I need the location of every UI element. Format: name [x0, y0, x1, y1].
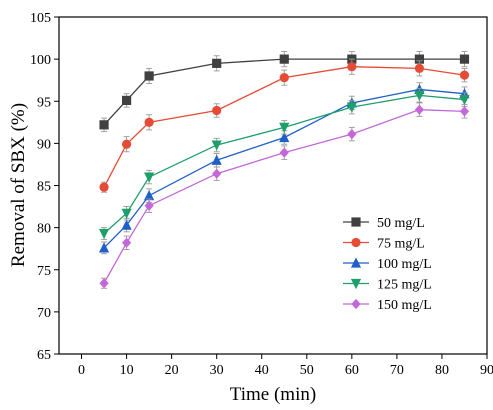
legend-item: 100 mg/L — [343, 257, 432, 272]
y-tick-label: 65 — [37, 348, 51, 363]
legend-label: 75 mg/L — [377, 237, 425, 252]
y-tick-label: 105 — [30, 11, 51, 26]
data-point — [144, 117, 154, 127]
legend-item: 50 mg/L — [343, 216, 425, 231]
data-point — [212, 105, 222, 116]
legend-label: 150 mg/L — [377, 298, 432, 313]
x-tick-label: 90 — [480, 363, 493, 378]
data-point — [346, 102, 357, 113]
legend-marker — [350, 278, 362, 290]
legend-marker — [350, 257, 362, 268]
legend-label: 50 mg/L — [377, 216, 425, 231]
data-point — [144, 71, 154, 81]
data-point — [459, 106, 470, 117]
legend-item: 150 mg/L — [343, 298, 432, 313]
data-point — [459, 70, 470, 80]
data-point — [414, 104, 425, 115]
x-tick-label: 10 — [120, 363, 134, 378]
data-point — [347, 129, 357, 140]
y-tick-label: 80 — [37, 222, 51, 237]
data-point — [99, 278, 109, 289]
data-point — [211, 140, 222, 151]
y-tick-label: 70 — [37, 306, 51, 321]
axes: 0 10 20 30 40 50 60 70 80 90 65 70 75 80 85 90 95 100 105 — [30, 11, 493, 378]
data-point — [121, 208, 132, 219]
legend-marker — [351, 237, 361, 248]
series-75-mg-l — [99, 58, 470, 193]
legend-item: 125 mg/L — [343, 278, 432, 293]
series-line — [103, 94, 465, 235]
data-point — [98, 242, 110, 253]
x-tick-label: 60 — [345, 363, 359, 378]
series-50-mg-l — [99, 51, 470, 133]
data-point — [144, 190, 155, 201]
data-point — [414, 54, 425, 64]
x-tick-label: 0 — [78, 363, 85, 378]
x-tick-label: 50 — [300, 363, 314, 378]
legend-marker — [351, 217, 361, 227]
series-125-mg-l — [98, 88, 470, 240]
y-tick-label: 95 — [37, 95, 51, 110]
series-150-mg-l — [99, 102, 470, 289]
x-tick-label: 70 — [390, 363, 404, 378]
legend: 50 mg/L 75 mg/L 100 mg/L 125 mg/L 150 mg/L — [343, 216, 432, 313]
legend-label: 100 mg/L — [377, 257, 432, 272]
data-point — [414, 90, 425, 101]
data-point — [121, 237, 132, 248]
data-point — [144, 172, 155, 183]
data-point — [99, 120, 109, 130]
data-point — [211, 154, 222, 165]
x-tick-label: 80 — [435, 363, 449, 378]
data-point — [279, 54, 289, 64]
legend-label: 125 mg/L — [377, 278, 432, 293]
data-point — [279, 131, 290, 143]
y-axis-title: Removal of SBX (%) — [8, 103, 29, 267]
x-tick-label: 20 — [165, 363, 179, 378]
x-axis-title: Time (min) — [230, 384, 316, 405]
y-tick-label: 90 — [37, 137, 51, 152]
data-point — [279, 147, 289, 158]
data-point — [347, 62, 357, 72]
data-point — [212, 168, 222, 179]
data-point — [121, 219, 132, 230]
series-line — [103, 66, 465, 188]
series-line — [103, 109, 465, 284]
data-point — [279, 122, 290, 133]
legend-marker — [351, 298, 361, 310]
data-point — [459, 54, 470, 64]
y-tick-label: 100 — [30, 53, 51, 68]
y-tick-label: 85 — [37, 180, 51, 195]
data-point — [414, 63, 425, 73]
y-tick-label: 75 — [37, 264, 51, 279]
x-tick-label: 30 — [210, 363, 224, 378]
data-point — [99, 182, 109, 192]
data-point — [212, 58, 222, 68]
data-point — [459, 94, 470, 106]
series-line — [103, 88, 465, 249]
data-point — [144, 200, 154, 211]
data-point — [98, 228, 110, 240]
series-line — [103, 58, 465, 126]
data-series — [98, 51, 470, 289]
legend-item: 75 mg/L — [343, 237, 425, 252]
data-point — [121, 139, 132, 149]
data-point — [121, 95, 132, 106]
data-point — [279, 73, 289, 83]
x-tick-label: 40 — [255, 363, 269, 378]
